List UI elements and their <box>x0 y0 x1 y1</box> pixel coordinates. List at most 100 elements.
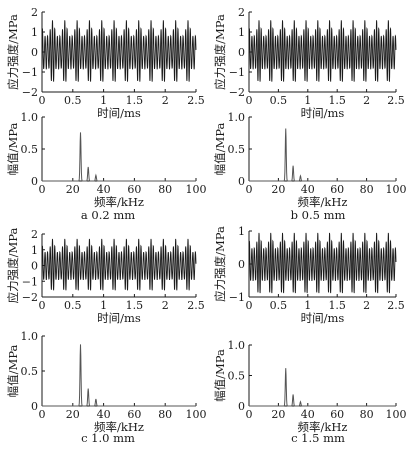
panel-c-time-waveform-line <box>41 238 197 291</box>
panel-d-spectrum-y-tick-label: 0.5 <box>228 370 246 383</box>
panel-b-time-x-tick-label: 0 <box>246 94 253 107</box>
panel-b-time-x-axis-title: 时间/ms <box>301 106 345 120</box>
panel-a-time-x-tick-label: 0 <box>39 94 46 107</box>
panel-c-time-y-tick-label: −2 <box>22 291 38 304</box>
panel-d-time-x-tick-label: 1 <box>304 299 311 312</box>
panel-a-spectrum-y-tick-label: 1.0 <box>21 111 39 124</box>
panel-a-time-x-tick-label: 2.5 <box>187 94 205 107</box>
panel-d-spectrum-x-tick-label: 80 <box>360 408 374 421</box>
panel-c-spectrum-y-axis-title: 幅值/MPa <box>6 344 20 397</box>
panel-a-spectrum-x-tick-label: 0 <box>39 183 46 196</box>
panel-b-time-waveform-line <box>248 20 397 82</box>
panel-d-time-x-tick-label: 2 <box>363 299 370 312</box>
panel-b-time-y-tick-label: 0 <box>238 46 245 59</box>
panel-b-spectrum-x-axis-title: 频率/kHz <box>298 195 348 209</box>
panel-d-time-y-tick-label: 0 <box>238 258 245 271</box>
panel-b-spectrum-y-tick-label: 0.5 <box>228 143 246 156</box>
panel-c-spectrum-plot: 0 20 40 60 80 100 0 0.5 1.0 频率/kHz 幅值/MPa <box>6 330 207 434</box>
panel-c-spectrum-x-tick-label: 100 <box>186 408 207 421</box>
panel-a-spectrum-x-tick-label: 40 <box>97 183 111 196</box>
panel-d-spectrum-x-tick-label: 20 <box>271 408 285 421</box>
panel-a-spectrum-x-axis-title: 频率/kHz <box>94 195 144 209</box>
panel-c-spectrum-y-tick-label: 0 <box>31 400 38 413</box>
panel-d-spectrum-y-tick-label: 0 <box>238 400 245 413</box>
panel-c-spectrum-x-tick-label: 0 <box>39 408 46 421</box>
panel-b-time-y-tick-label: 1 <box>238 26 245 39</box>
panel-a-time-x-tick-label: 1 <box>100 94 107 107</box>
panel-a-time-x-axis-title: 时间/ms <box>97 106 141 120</box>
panel-c-time-x-axis-title: 时间/ms <box>97 311 141 325</box>
panel-c-spectrum-y-tick-label: 1.0 <box>21 330 39 343</box>
caption-b: b 0.5 mm <box>291 208 346 222</box>
panel-b-spectrum-x-tick-label: 80 <box>360 183 374 196</box>
panel-d-spectrum-x-tick-label: 60 <box>330 408 344 421</box>
panel-c-spectrum-y-tick-label: 0.5 <box>21 365 39 378</box>
panel-a-time-y-tick-label: −2 <box>22 86 38 99</box>
panel-b-time-y-tick-label: −1 <box>229 66 245 79</box>
panel-c-time-y-tick-label: 1 <box>31 244 38 257</box>
panel-a-time-x-tick-label: 1.5 <box>126 94 144 107</box>
panel-c-spectrum-x-tick-label: 40 <box>97 408 111 421</box>
panel-b-time-y-tick-label: −2 <box>229 86 245 99</box>
panel-a-time-x-tick-label: 2 <box>162 94 169 107</box>
panel-c-spectrum-x-axis-title: 频率/kHz <box>94 420 144 434</box>
panel-d-spectrum-x-tick-label: 0 <box>246 408 253 421</box>
panel-b-time-x-tick-label: 1 <box>304 94 311 107</box>
panel-d-time-x-tick-label: 2.5 <box>387 299 405 312</box>
panel-d-time-x-tick-label: 1.5 <box>328 299 346 312</box>
panel-d-time-x-axis-title: 时间/ms <box>301 311 345 325</box>
panel-c-time-y-axis-title: 应力强度/MPa <box>6 227 20 303</box>
panel-c-time-y-tick-label: 2 <box>31 228 38 241</box>
panel-d-time-x-tick-label: 0 <box>246 299 253 312</box>
panel-a-time-y-tick-label: 0 <box>31 46 38 59</box>
caption-c: c 1.0 mm <box>81 431 135 445</box>
panel-c-spectrum-x-tick-label: 20 <box>66 408 80 421</box>
panel-c-spectrum-x-tick-label: 80 <box>158 408 172 421</box>
panel-b-spectrum-x-tick-label: 60 <box>330 183 344 196</box>
panel-b-spectrum-x-tick-label: 100 <box>386 183 407 196</box>
panel-a-spectrum-x-tick-label: 80 <box>158 183 172 196</box>
panel-a-spectrum-y-tick-label: 0.5 <box>21 143 39 156</box>
panel-a-spectrum-y-tick-label: 0 <box>31 175 38 188</box>
panel-c-time-y-tick-label: −1 <box>22 275 38 288</box>
panel-c-spectrum-spectrum-line <box>42 344 196 407</box>
panel-b-spectrum-plot: 0 20 40 60 80 100 0 0.5 1.0 频率/kHz 幅值/MPa <box>213 111 407 209</box>
panel-d-time-x-tick-label: 0.5 <box>270 299 288 312</box>
panel-d-spectrum-y-axis-title: 幅值/MPa <box>213 349 227 402</box>
caption-d: c 1.5 mm <box>291 431 345 445</box>
panel-b-spectrum-spectrum-line <box>249 128 396 182</box>
panel-b-time-x-tick-label: 1.5 <box>328 94 346 107</box>
panel-c-time-x-tick-label: 2 <box>162 299 169 312</box>
panel-b-time-y-axis-title: 应力强度/MPa <box>213 14 227 90</box>
panel-a-time-x-tick-label: 0.5 <box>64 94 82 107</box>
panel-b-spectrum-x-tick-label: 40 <box>301 183 315 196</box>
panel-d-time-waveform-line <box>248 232 397 294</box>
panel-b-time-x-tick-label: 2.5 <box>387 94 405 107</box>
panel-a-spectrum-x-tick-label: 60 <box>127 183 141 196</box>
panel-a-spectrum-spectrum-line <box>42 132 196 182</box>
panel-d-spectrum-y-tick-label: 1.0 <box>228 339 246 352</box>
panel-b-spectrum-x-tick-label: 0 <box>246 183 253 196</box>
panel-d-spectrum-plot: 0 20 40 60 80 100 0 0.5 1.0 频率/kHz 幅值/MPa <box>213 339 407 434</box>
panel-a-spectrum-plot: 0 20 40 60 80 100 0 0.5 1.0 频率/kHz 幅值/MPa <box>6 111 207 209</box>
panel-a-time-y-tick-label: 1 <box>31 26 38 39</box>
panel-b-time-plot: 0 0.5 1 1.5 2 2.5 −2 −1 0 1 2 时间/ms 应力强度/MPa <box>213 6 405 120</box>
panel-d-time-y-axis-title: 应力强度/MPa <box>213 226 227 302</box>
panel-c-spectrum-x-tick-label: 60 <box>127 408 141 421</box>
panel-c-time-x-tick-label: 0.5 <box>64 299 82 312</box>
panel-d-spectrum-x-axis-title: 频率/kHz <box>298 420 348 434</box>
panel-a-time-y-tick-label: −1 <box>22 66 38 79</box>
panel-b-spectrum-y-tick-label: 0 <box>238 175 245 188</box>
panel-d-spectrum-x-tick-label: 40 <box>301 408 315 421</box>
panel-a-time-waveform-line <box>41 20 197 82</box>
panel-c-time-y-tick-label: 0 <box>31 260 38 273</box>
panel-a-spectrum-y-axis-title: 幅值/MPa <box>6 122 20 175</box>
panel-b-spectrum-x-tick-label: 20 <box>271 183 285 196</box>
panel-c-time-x-tick-label: 1 <box>100 299 107 312</box>
panel-a-spectrum-x-tick-label: 20 <box>66 183 80 196</box>
panel-b-time-y-tick-label: 2 <box>238 6 245 19</box>
panel-d-time-y-tick-label: 1 <box>238 225 245 238</box>
